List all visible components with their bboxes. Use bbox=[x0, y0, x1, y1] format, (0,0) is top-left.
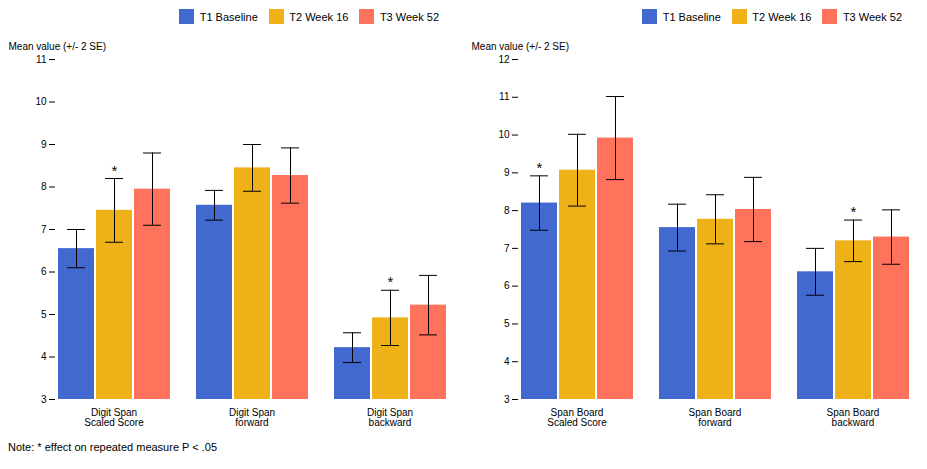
svg-text:*: * bbox=[388, 273, 394, 290]
svg-text:9: 9 bbox=[41, 138, 47, 149]
svg-text:*: * bbox=[112, 161, 118, 178]
svg-text:9: 9 bbox=[504, 167, 510, 178]
svg-text:4: 4 bbox=[504, 355, 510, 366]
svg-text:3: 3 bbox=[41, 393, 47, 404]
svg-text:*: * bbox=[537, 158, 543, 175]
svg-text:Span Boardbackward: Span Boardbackward bbox=[827, 406, 880, 427]
html-text:T3 Week 52: T3 Week 52 bbox=[842, 10, 902, 23]
svg-text:Digit Spanforward: Digit Spanforward bbox=[229, 406, 275, 427]
svg-text:5: 5 bbox=[504, 318, 510, 329]
svg-text:10: 10 bbox=[35, 96, 47, 107]
svg-text:Mean value (+/- 2 SE): Mean value (+/- 2 SE) bbox=[9, 40, 107, 51]
svg-text:7: 7 bbox=[41, 223, 47, 234]
svg-text:Digit SpanScaled Score: Digit SpanScaled Score bbox=[84, 406, 144, 427]
svg-text:8: 8 bbox=[41, 181, 47, 192]
svg-text:6: 6 bbox=[504, 280, 510, 291]
html-text:T2 Week 16: T2 Week 16 bbox=[289, 10, 349, 23]
svg-text:3: 3 bbox=[504, 393, 510, 404]
html-text:T1 Baseline: T1 Baseline bbox=[199, 10, 258, 23]
html-text:T1 Baseline: T1 Baseline bbox=[662, 10, 721, 23]
svg-text:11: 11 bbox=[36, 53, 47, 64]
html-text:Note: * effect on repeated mea: Note: * effect on repeated measure P < .… bbox=[8, 440, 217, 453]
svg-text:5: 5 bbox=[41, 308, 47, 319]
svg-text:12: 12 bbox=[498, 53, 510, 64]
svg-text:4: 4 bbox=[41, 351, 47, 362]
html-text:T2 Week 16: T2 Week 16 bbox=[752, 10, 812, 23]
svg-text:*: * bbox=[851, 203, 857, 220]
svg-text:11: 11 bbox=[499, 91, 510, 102]
svg-text:Mean value (+/- 2 SE): Mean value (+/- 2 SE) bbox=[472, 40, 570, 51]
svg-text:Digit Spanbackward: Digit Spanbackward bbox=[367, 406, 413, 427]
svg-text:10: 10 bbox=[498, 129, 510, 140]
html-text:T3 Week 52: T3 Week 52 bbox=[379, 10, 439, 23]
svg-text:6: 6 bbox=[41, 266, 47, 277]
svg-text:Span Boardforward: Span Boardforward bbox=[689, 406, 742, 427]
svg-text:7: 7 bbox=[504, 242, 510, 253]
svg-text:8: 8 bbox=[504, 204, 510, 215]
svg-text:Span BoardScaled Score: Span BoardScaled Score bbox=[547, 406, 607, 427]
